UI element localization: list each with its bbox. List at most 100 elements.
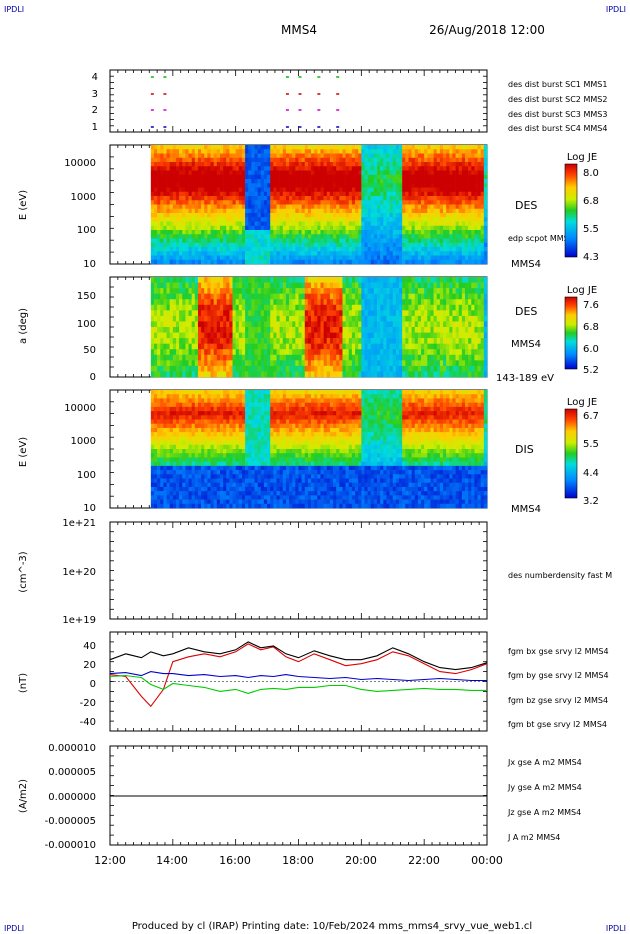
spectrogram-cell	[304, 327, 309, 333]
spectrogram-cell	[216, 293, 221, 300]
spectrogram-cell	[263, 315, 268, 322]
spectrogram-cell	[251, 166, 255, 171]
spectrogram-cell	[235, 288, 240, 294]
spectrogram-cell	[223, 157, 227, 163]
spectrogram-cell	[248, 213, 252, 218]
spectrogram-cell	[188, 343, 192, 350]
spectrogram-cell	[175, 304, 180, 311]
spectrogram-cell	[185, 217, 189, 222]
spectrogram-cell	[160, 315, 164, 322]
spectrogram-cell	[213, 255, 218, 261]
spectrogram-cell	[273, 225, 277, 231]
spectrogram-cell	[351, 174, 356, 180]
spectrogram-cell	[383, 170, 387, 176]
spectrogram-cell	[191, 338, 196, 344]
spectrogram-cell	[172, 354, 177, 361]
spectrogram-cell	[304, 332, 309, 339]
spectrogram-cell	[201, 288, 205, 294]
spectrogram-cell	[399, 157, 403, 163]
spectrogram-cell	[226, 153, 230, 159]
spectrogram-cell	[399, 204, 403, 210]
spectrogram-cell	[226, 332, 230, 339]
spectrogram-cell	[188, 332, 192, 339]
spectrogram-cell	[411, 170, 416, 176]
spectrogram-cell	[402, 234, 406, 239]
spectrogram-cell	[329, 170, 334, 176]
spectrogram-cell	[185, 145, 189, 150]
spectrogram-cell	[342, 255, 346, 261]
spectrogram-cell	[185, 259, 189, 265]
spectrogram-cell	[348, 247, 353, 252]
spectrogram-cell	[421, 259, 425, 265]
spectrogram-cell	[446, 196, 450, 201]
spectrogram-cell	[213, 332, 218, 339]
spectrogram-cell	[179, 149, 183, 154]
spectrogram-cell	[254, 255, 258, 261]
spectrogram-cell	[443, 153, 447, 159]
spectrogram-cell	[377, 200, 381, 205]
spectrogram-cell	[197, 360, 202, 367]
spectrogram-cell	[235, 145, 240, 150]
spectrogram-cell	[468, 183, 472, 188]
spectrogram-cell	[474, 196, 478, 201]
spectrogram-cell	[392, 217, 397, 222]
spectrogram-cell	[235, 170, 240, 176]
spectrogram-cell	[223, 259, 227, 265]
spectrogram-cell	[465, 247, 469, 252]
spectrogram-cell	[329, 349, 334, 356]
spectrogram-cell	[333, 338, 337, 344]
spectrogram-cell	[439, 166, 444, 171]
spectrogram-cell	[213, 310, 218, 317]
spectrogram-cell	[163, 247, 167, 252]
spectrogram-cell	[333, 166, 337, 171]
spectrogram-cell	[232, 354, 236, 361]
spectrogram-cell	[241, 234, 246, 239]
spectrogram-cell	[358, 191, 362, 197]
spectrogram-cell	[219, 304, 224, 311]
spectrogram-cell	[282, 225, 287, 231]
spectrogram-cell	[188, 196, 192, 201]
spectrogram-cell	[370, 234, 375, 239]
spectrogram-cell	[427, 183, 431, 188]
spectrogram-cell	[260, 321, 265, 328]
spectrogram-cell	[182, 217, 186, 222]
spectrogram-cell	[323, 208, 328, 214]
spectrogram-cell	[314, 145, 318, 150]
spectrogram-cell	[402, 170, 406, 176]
spectrogram-cell	[279, 327, 284, 333]
spectrogram-cell	[270, 304, 274, 311]
spectrogram-cell	[188, 277, 192, 283]
spectrogram-cell	[179, 162, 183, 167]
spectrogram-cell	[443, 179, 447, 184]
spectrogram-cell	[226, 174, 230, 180]
spectrogram-cell	[364, 225, 368, 231]
spectrogram-cell	[304, 304, 309, 311]
spectrogram-cell	[477, 225, 482, 231]
spectrogram-cell	[150, 208, 155, 214]
spectrogram-cell	[317, 200, 321, 205]
spectrogram-cell	[279, 230, 284, 235]
spectrogram-cell	[370, 204, 375, 210]
spectrogram-cell	[348, 208, 353, 214]
spectrogram-cell	[395, 213, 400, 218]
spectrogram-cell	[351, 230, 356, 235]
spectrogram-cell	[311, 238, 315, 244]
spectrogram-cell	[474, 259, 478, 265]
spectrogram-cell	[182, 242, 186, 248]
spectrogram-cell	[298, 338, 302, 344]
spectrogram-cell	[292, 299, 296, 306]
spectrogram-cell	[270, 196, 274, 201]
spectrogram-cell	[160, 310, 164, 317]
spectrogram-cell	[267, 354, 271, 361]
spectrogram-cell	[285, 204, 290, 210]
spectrogram-cell	[279, 251, 284, 256]
spectrogram-cell	[169, 200, 174, 205]
spectrogram-cell	[304, 187, 309, 193]
spectrogram-cell	[295, 354, 299, 361]
spectrogram-cell	[292, 234, 296, 239]
spectrogram-cell	[311, 191, 315, 197]
spectrogram-cell	[210, 247, 214, 252]
spectrogram-cell	[232, 349, 236, 356]
spectrogram-cell	[273, 299, 277, 306]
spectrogram-cell	[219, 179, 224, 184]
